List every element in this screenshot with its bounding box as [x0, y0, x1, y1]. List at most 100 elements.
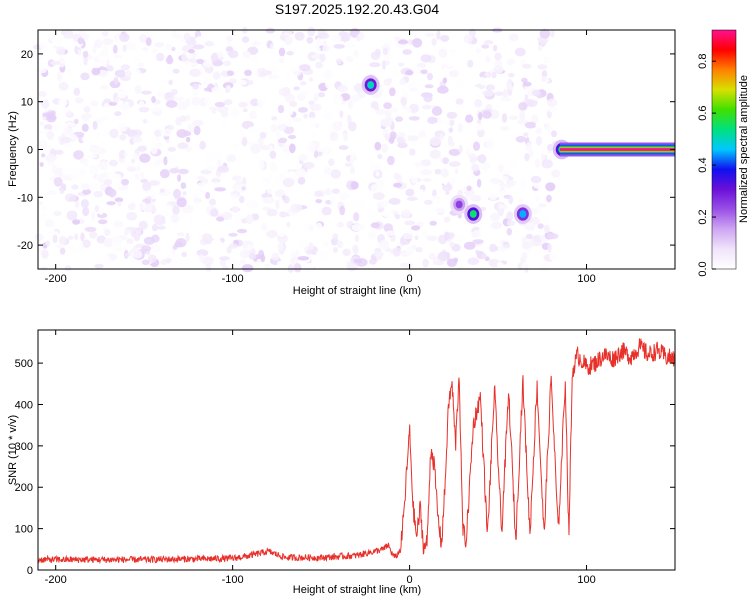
heatmap-noise-blob [238, 128, 247, 135]
heatmap-noise-blob [201, 256, 214, 266]
heatmap-noise-blob [188, 220, 194, 226]
heatmap-noise-blob [80, 72, 90, 81]
heatmap-noise-blob [336, 58, 343, 65]
heatmap-noise-blob [409, 148, 416, 156]
snr-x-tick-label: -200 [45, 574, 67, 586]
heatmap-noise-blob [426, 235, 438, 242]
heatmap-noise-blob [486, 139, 494, 150]
spectrogram-x-axis-label: Height of straight line (km) [293, 285, 421, 297]
heatmap-noise-blob [534, 194, 540, 201]
heatmap-noise-blob [177, 142, 189, 149]
heatmap-noise-blob [422, 230, 428, 239]
snr-panel: -200 -100 0 100 0 100 200 300 400 500 Height of … [7, 329, 676, 596]
heatmap-noise-blob [502, 88, 509, 99]
heatmap-noise-blob [37, 201, 44, 206]
heatmap-noise-blob [509, 159, 518, 170]
heatmap-noise-blob [39, 162, 44, 167]
heatmap-noise-blob [181, 52, 187, 63]
heatmap-noise-blob [248, 80, 254, 85]
heatmap-noise-blob [199, 212, 206, 217]
heatmap-noise-blob [397, 39, 409, 45]
heatmap-noise-blob [381, 60, 387, 70]
heatmap-noise-blob [147, 254, 157, 263]
heatmap-noise-blob [159, 169, 170, 179]
heatmap-noise-blob [526, 248, 532, 254]
heatmap-noise-blob [170, 213, 180, 224]
heatmap-noise-blob [82, 33, 90, 41]
heatmap-noise-blob [143, 236, 155, 245]
heatmap-noise-blob [500, 96, 512, 102]
heatmap-noise-blob [113, 54, 123, 59]
heatmap-noise-blob [431, 106, 443, 116]
heatmap-noise-blob [50, 103, 55, 109]
heatmap-noise-blob [137, 62, 144, 68]
heatmap-noise-blob [332, 188, 340, 194]
heatmap-noise-blob [65, 122, 77, 127]
snr-x-tick-label: 100 [577, 574, 595, 586]
heatmap-noise-blob [545, 182, 556, 192]
heatmap-noise-blob [277, 137, 288, 143]
heatmap-noise-blob [535, 122, 541, 128]
heatmap-noise-blob [456, 78, 465, 89]
heatmap-noise-blob [161, 179, 171, 184]
heatmap-noise-blob [489, 193, 498, 201]
heatmap-noise-blob [290, 256, 299, 266]
heatmap-noise-blob [422, 104, 431, 110]
heatmap-noise-blob [270, 124, 278, 133]
heatmap-noise-blob [177, 100, 189, 110]
heatmap-noise-blob [41, 185, 54, 191]
heatmap-noise-blob [452, 235, 463, 244]
heatmap-noise-blob [497, 261, 504, 270]
heatmap-noise-blob [501, 176, 509, 183]
heatmap-noise-blob [411, 30, 421, 38]
heatmap-noise-blob [323, 111, 333, 120]
heatmap-noise-blob [270, 165, 278, 172]
heatmap-noise-blob [423, 94, 433, 103]
heatmap-noise-blob [175, 117, 182, 126]
heatmap-noise-blob [553, 242, 559, 249]
heatmap-noise-blob [212, 71, 221, 80]
heatmap-noise-blob [65, 265, 72, 272]
heatmap-noise-blob [167, 154, 179, 164]
heatmap-noise-blob [80, 232, 85, 242]
heatmap-cells [33, 26, 675, 274]
heatmap-noise-blob [250, 144, 261, 154]
heatmap-noise-blob [299, 91, 310, 96]
heatmap-noise-blob [250, 41, 262, 46]
heatmap-noise-blob [270, 66, 279, 75]
colorbar-tick-label: 0.0 [697, 261, 709, 276]
heatmap-noise-blob [205, 263, 212, 272]
heatmap-noise-blob [380, 118, 393, 128]
heatmap-noise-blob [106, 201, 116, 206]
heatmap-noise-blob [344, 40, 354, 49]
heatmap-noise-blob [315, 199, 323, 204]
heatmap-noise-blob [73, 150, 84, 160]
heatmap-noise-blob [343, 131, 348, 142]
heatmap-noise-blob [41, 249, 49, 259]
heatmap-noise-blob [374, 141, 382, 151]
heatmap-hotspot [455, 200, 463, 209]
heatmap-noise-blob [472, 86, 481, 94]
heatmap-noise-blob [185, 232, 190, 243]
heatmap-noise-blob [204, 40, 214, 47]
heatmap-noise-blob [199, 140, 206, 150]
heatmap-noise-blob [532, 89, 541, 97]
heatmap-noise-blob [232, 183, 238, 192]
heatmap-noise-blob [420, 169, 432, 176]
heatmap-noise-blob [330, 195, 336, 206]
heatmap-noise-blob [471, 194, 482, 202]
heatmap-noise-blob [55, 244, 66, 248]
heatmap-noise-blob [283, 29, 293, 36]
heatmap-noise-blob [402, 104, 407, 110]
heatmap-noise-blob [258, 99, 263, 109]
heatmap-noise-blob [124, 252, 130, 258]
heatmap-noise-blob [261, 223, 268, 232]
heatmap-noise-blob [267, 188, 273, 194]
heatmap-noise-blob [123, 152, 128, 158]
heatmap-noise-blob [126, 212, 138, 221]
heatmap-noise-blob [237, 228, 247, 234]
heatmap-noise-blob [94, 205, 100, 213]
spectrogram-y-axis-label: Frequency (Hz) [7, 111, 19, 187]
heatmap-noise-blob [63, 89, 73, 98]
heatmap-noise-blob [142, 46, 149, 52]
